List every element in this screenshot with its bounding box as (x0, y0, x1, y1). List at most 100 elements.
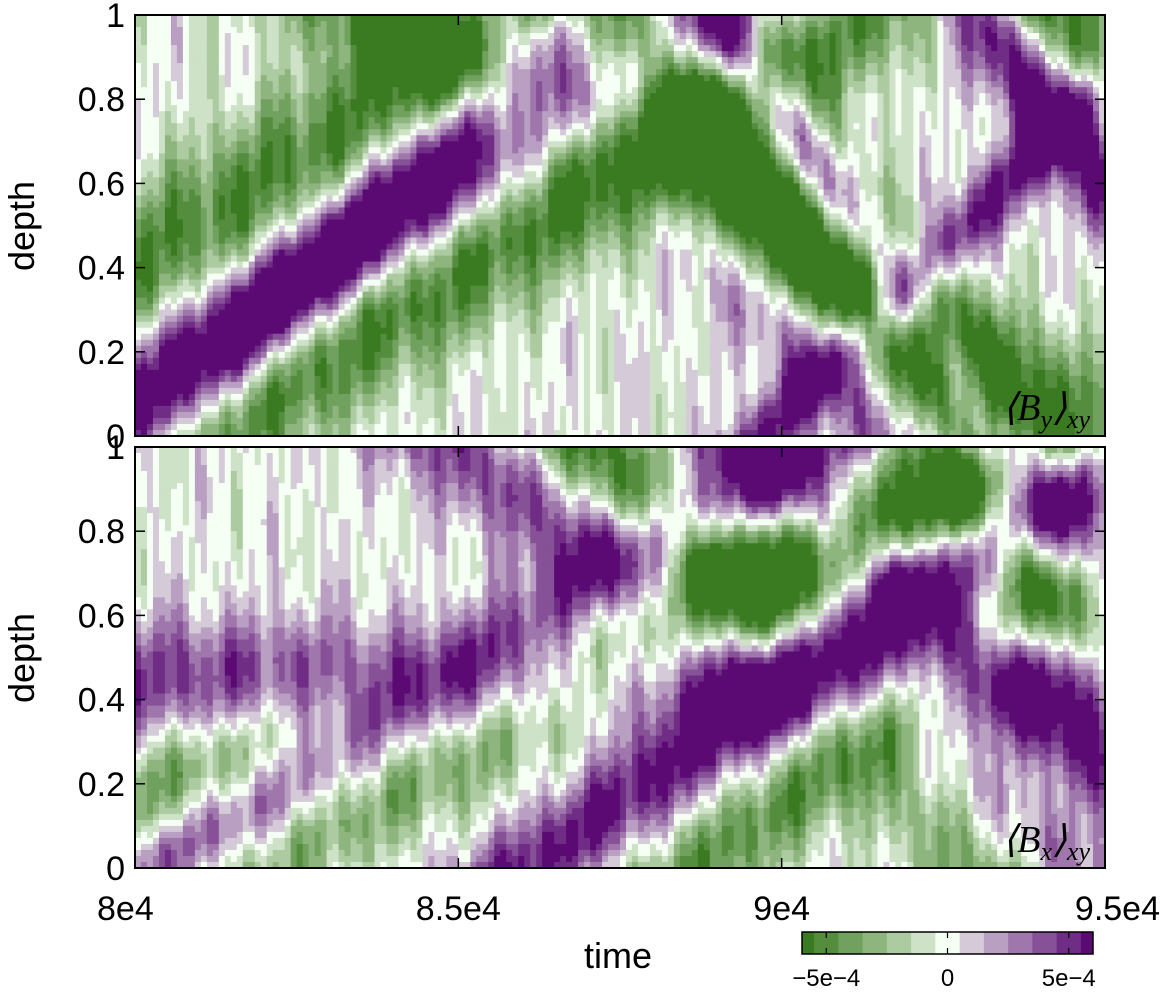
heatmap-cell (470, 159, 477, 166)
heatmap-cell (200, 369, 208, 377)
heatmap-cell (206, 285, 214, 293)
heatmap-cell (320, 213, 328, 221)
heatmap-cell (458, 417, 465, 425)
heatmap-cell (518, 189, 525, 197)
heatmap-cell (362, 231, 370, 239)
heatmap-cell (332, 345, 340, 353)
heatmap-cell (176, 15, 184, 22)
heatmap-cell (248, 87, 256, 94)
heatmap-cell (464, 45, 471, 52)
heatmap-cell (482, 309, 489, 317)
heatmap-cell (266, 351, 274, 359)
heatmap-cell (290, 129, 298, 136)
heatmap-cell (446, 195, 453, 203)
heatmap-cell (296, 183, 304, 191)
heatmap-cell (428, 339, 435, 347)
heatmap-cell (404, 81, 412, 88)
heatmap-cell (440, 399, 447, 407)
heatmap-cell (332, 141, 340, 148)
heatmap-cell (416, 207, 424, 215)
heatmap-cell (218, 375, 226, 383)
heatmap-cell (482, 381, 489, 389)
heatmap-cell (542, 81, 549, 88)
heatmap-cell (314, 39, 322, 46)
heatmap-cell (368, 51, 376, 58)
heatmap-cell (206, 39, 214, 46)
heatmap-cell (212, 21, 220, 28)
heatmap-cell (344, 63, 352, 70)
heatmap-cell (344, 327, 352, 335)
heatmap-cell (176, 219, 184, 227)
heatmap-cell (188, 285, 196, 293)
heatmap-cell (476, 273, 483, 281)
heatmap-cell (488, 177, 495, 184)
heatmap-cell (446, 237, 453, 245)
heatmap-cell (548, 15, 555, 22)
heatmap-cell (374, 225, 382, 233)
heatmap-cell (350, 285, 358, 293)
heatmap-cell (542, 27, 549, 34)
heatmap-cell (278, 249, 286, 257)
heatmap-cell (524, 375, 531, 383)
heatmap-cell (170, 93, 178, 100)
heatmap-cell (362, 39, 370, 46)
heatmap-cell (194, 243, 202, 251)
heatmap-cell (542, 387, 549, 395)
heatmap-cell (488, 387, 495, 395)
heatmap-cell (218, 291, 226, 299)
heatmap-cell (374, 237, 382, 245)
heatmap-cell (386, 165, 394, 172)
heatmap-cell (326, 141, 334, 148)
heatmap-cell (278, 399, 286, 407)
heatmap-cell (356, 129, 364, 136)
heatmap-cell (176, 171, 184, 178)
heatmap-cell (476, 213, 483, 221)
heatmap-cell (452, 351, 459, 359)
heatmap-cell (446, 315, 453, 323)
heatmap-cell (392, 21, 400, 28)
heatmap-cell (350, 297, 358, 305)
heatmap-cell (242, 339, 250, 347)
heatmap-cell (416, 405, 424, 413)
heatmap-cell (434, 87, 441, 94)
heatmap-cell (230, 51, 238, 58)
heatmap-cell (560, 99, 567, 106)
heatmap-cell (344, 15, 352, 22)
heatmap-cell (452, 141, 459, 148)
heatmap-cell (494, 249, 501, 257)
heatmap-cell (404, 309, 412, 317)
heatmap-cell (422, 81, 429, 88)
heatmap-cell (296, 237, 304, 245)
heatmap-cell (146, 321, 154, 329)
heatmap-cell (434, 333, 441, 341)
heatmap-cell (464, 153, 471, 160)
heatmap-cell (464, 327, 471, 335)
heatmap-cell (524, 129, 531, 136)
heatmap-cell (434, 57, 441, 64)
heatmap-cell (236, 423, 244, 431)
heatmap-cell (404, 75, 412, 82)
heatmap-cell (158, 321, 166, 329)
heatmap-cell (350, 129, 358, 136)
heatmap-cell (482, 267, 489, 275)
heatmap-cell (398, 345, 406, 353)
heatmap-cell (332, 351, 340, 359)
heatmap-cell (452, 51, 459, 58)
heatmap-cell (182, 189, 190, 197)
heatmap-cell (494, 69, 501, 76)
heatmap-cell (272, 93, 280, 100)
heatmap-cell (368, 57, 376, 64)
heatmap-cell (176, 417, 184, 425)
heatmap-cell (278, 45, 286, 52)
heatmap-cell (560, 87, 567, 94)
heatmap-cell (356, 219, 364, 227)
heatmap-cell (458, 381, 465, 389)
heatmap-cell (158, 93, 166, 100)
heatmap-cell (140, 261, 148, 269)
heatmap-cell (404, 255, 412, 263)
heatmap-cell (410, 27, 418, 34)
heatmap-cell (326, 27, 334, 34)
heatmap-cell (278, 147, 286, 154)
heatmap-cell (464, 15, 471, 22)
heatmap-cell (320, 273, 328, 281)
